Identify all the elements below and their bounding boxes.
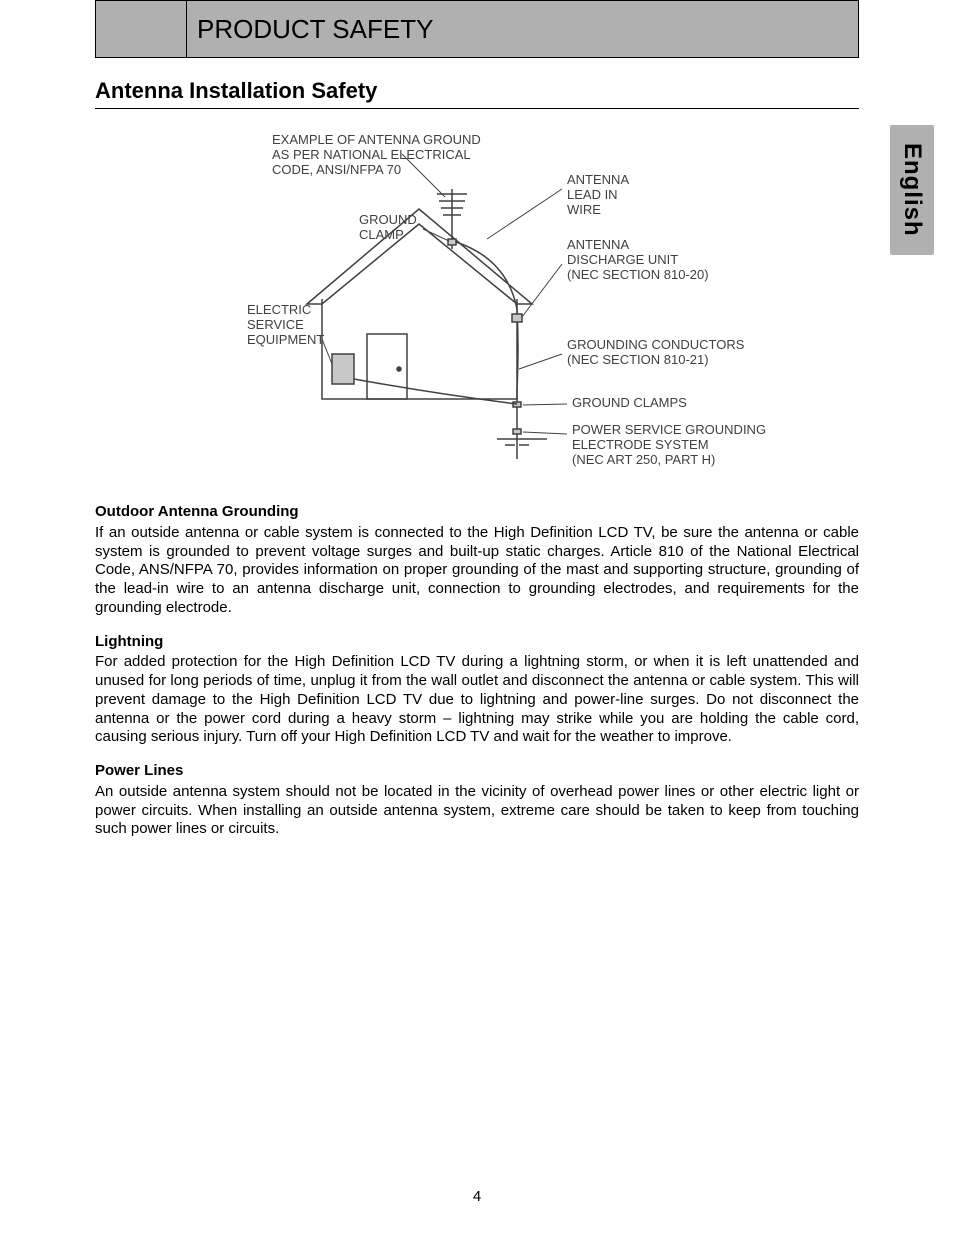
diagram-label-example-1: EXAMPLE OF ANTENNA GROUND — [272, 132, 481, 147]
diagram-label-powerservice-2: ELECTRODE SYSTEM — [572, 437, 709, 452]
diagram-label-leadin-3: WIRE — [567, 202, 601, 217]
diagram-label-example-3: CODE, ANSI/NFPA 70 — [272, 162, 401, 177]
section-title: Antenna Installation Safety — [95, 78, 859, 109]
header-title: PRODUCT SAFETY — [187, 14, 433, 45]
diagram-label-electric-2: SERVICE — [247, 317, 304, 332]
subheading-2: Power Lines — [95, 762, 859, 781]
diagram-label-groundclamps: GROUND CLAMPS — [572, 395, 687, 410]
diagram-label-groundcond-2: (NEC SECTION 810-21) — [567, 352, 709, 367]
diagram-label-electric-1: ELECTRIC — [247, 302, 311, 317]
diagram-label-powerservice-3: (NEC ART 250, PART H) — [572, 452, 715, 467]
page-number: 4 — [0, 1188, 954, 1205]
diagram-label-powerservice-1: POWER SERVICE GROUNDING — [572, 422, 766, 437]
subheading-1: Lightning — [95, 633, 859, 652]
diagram-label-leadin-1: ANTENNA — [567, 172, 629, 187]
antenna-grounding-diagram: EXAMPLE OF ANTENNA GROUND AS PER NATIONA… — [167, 129, 787, 489]
paragraph-0: If an outside antenna or cable system is… — [95, 524, 859, 618]
content-body: Outdoor Antenna Grounding If an outside … — [95, 503, 859, 839]
diagram-label-discharge-2: DISCHARGE UNIT — [567, 252, 678, 267]
diagram-label-electric-3: EQUIPMENT — [247, 332, 324, 347]
language-tab-label: English — [898, 143, 926, 237]
diagram-label-groundclamp-1: GROUND — [359, 212, 417, 227]
diagram-label-groundclamp-2: CLAMP — [359, 227, 404, 242]
diagram-label-example-2: AS PER NATIONAL ELECTRICAL — [272, 147, 471, 162]
paragraph-1: For added protection for the High Defini… — [95, 653, 859, 747]
header-bar: PRODUCT SAFETY — [95, 0, 859, 58]
diagram-label-discharge-1: ANTENNA — [567, 237, 629, 252]
language-tab: English — [890, 125, 934, 255]
subheading-0: Outdoor Antenna Grounding — [95, 503, 859, 522]
diagram-label-groundcond-1: GROUNDING CONDUCTORS — [567, 337, 745, 352]
diagram-label-leadin-2: LEAD IN — [567, 187, 618, 202]
paragraph-2: An outside antenna system should not be … — [95, 783, 859, 839]
diagram-container: EXAMPLE OF ANTENNA GROUND AS PER NATIONA… — [95, 129, 859, 489]
diagram-label-discharge-3: (NEC SECTION 810-20) — [567, 267, 709, 282]
header-left-block — [96, 1, 187, 57]
